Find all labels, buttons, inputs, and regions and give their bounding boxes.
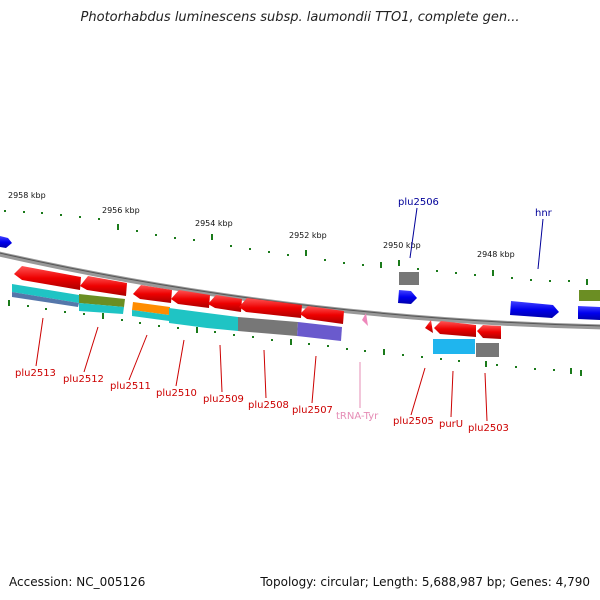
domain-orange-plu2511 [132, 302, 170, 315]
domain-gray-plu2503 [476, 343, 499, 357]
domain-olive-plu2512 [79, 294, 125, 307]
gene-arrow-small-2505[interactable] [425, 320, 433, 333]
gene-label-plu2510: plu2510 [156, 388, 197, 399]
gene-label-purU: purU [439, 419, 463, 430]
domain-blue-plu2513 [12, 292, 79, 307]
domain-cyan-plu2512 [79, 303, 124, 314]
scale-label-2956: 2956 kbp [102, 206, 140, 215]
domain-cyan-plu2509 [207, 313, 238, 331]
domain-gray-plu2508 [238, 317, 298, 336]
upper-tick-track [4, 210, 588, 285]
gene-arrow-plu2511[interactable] [133, 285, 172, 303]
gene-label-tRNA-Tyr: tRNA-Tyr [336, 411, 379, 422]
gene-label-plu2508: plu2508 [248, 400, 289, 411]
gene-arrow-plu2505[interactable] [434, 321, 476, 337]
accession-text: Accession: NC_005126 [9, 575, 146, 589]
scale-label-2950: 2950 kbp [383, 241, 421, 250]
gene-arrow-plu2509[interactable] [208, 295, 242, 312]
gene-arrow-plu2512[interactable] [80, 276, 127, 296]
gene-arrow-hnr[interactable] [510, 301, 559, 318]
map-title: Photorhabdus luminescens subsp. laumondi… [80, 10, 520, 25]
domain-block-plu2506 [399, 272, 419, 285]
gene-label-hnr: hnr [535, 208, 553, 219]
topology-text: Topology: circular; Length: 5,688,987 bp… [260, 575, 590, 589]
reverse-strand-genes [14, 266, 501, 339]
scale-label-2952: 2952 kbp [289, 231, 327, 240]
gene-arrow-plu2503[interactable] [477, 325, 501, 339]
forward-gene-left-edge[interactable] [0, 236, 12, 248]
gene-label-plu2505: plu2505 [393, 416, 434, 427]
gene-label-plu2503: plu2503 [468, 423, 509, 434]
domain-blocks [12, 284, 499, 357]
gene-arrow-right-edge-blue[interactable] [578, 306, 600, 320]
gene-arrow-plu2508[interactable] [239, 298, 302, 318]
scale-label-2958: 2958 kbp [8, 191, 46, 200]
gene-label-plu2511: plu2511 [110, 381, 151, 392]
trna-arrow-tRNA-Tyr[interactable] [362, 313, 368, 326]
gene-arrow-plu2513[interactable] [14, 266, 81, 290]
gene-arrow-plu2510[interactable] [171, 290, 210, 308]
genome-backbone-edge [0, 252, 600, 327]
forward-strand-genes [0, 236, 600, 320]
gene-label-plu2507: plu2507 [292, 405, 333, 416]
gene-arrow-plu2506[interactable] [398, 290, 417, 304]
domain-block-right-edge [579, 290, 600, 301]
gene-label-plu2509: plu2509 [203, 394, 244, 405]
gene-label-plu2506: plu2506 [398, 197, 439, 208]
scale-label-2948: 2948 kbp [477, 250, 515, 259]
domain-cyan-plu2511 [132, 310, 169, 321]
gene-label-plu2512: plu2512 [63, 374, 104, 385]
gene-arrow-plu2507[interactable] [300, 306, 344, 324]
lower-tick-track [8, 300, 582, 376]
scale-label-2954: 2954 kbp [195, 219, 233, 228]
label-leaders [35, 207, 544, 422]
domain-purple-plu2507 [297, 322, 342, 341]
domain-blue-purU [433, 339, 475, 354]
domain-cyan-plu2510 [169, 308, 207, 328]
domain-cyan-plu2513 [12, 284, 79, 303]
gene-label-plu2513: plu2513 [15, 368, 56, 379]
